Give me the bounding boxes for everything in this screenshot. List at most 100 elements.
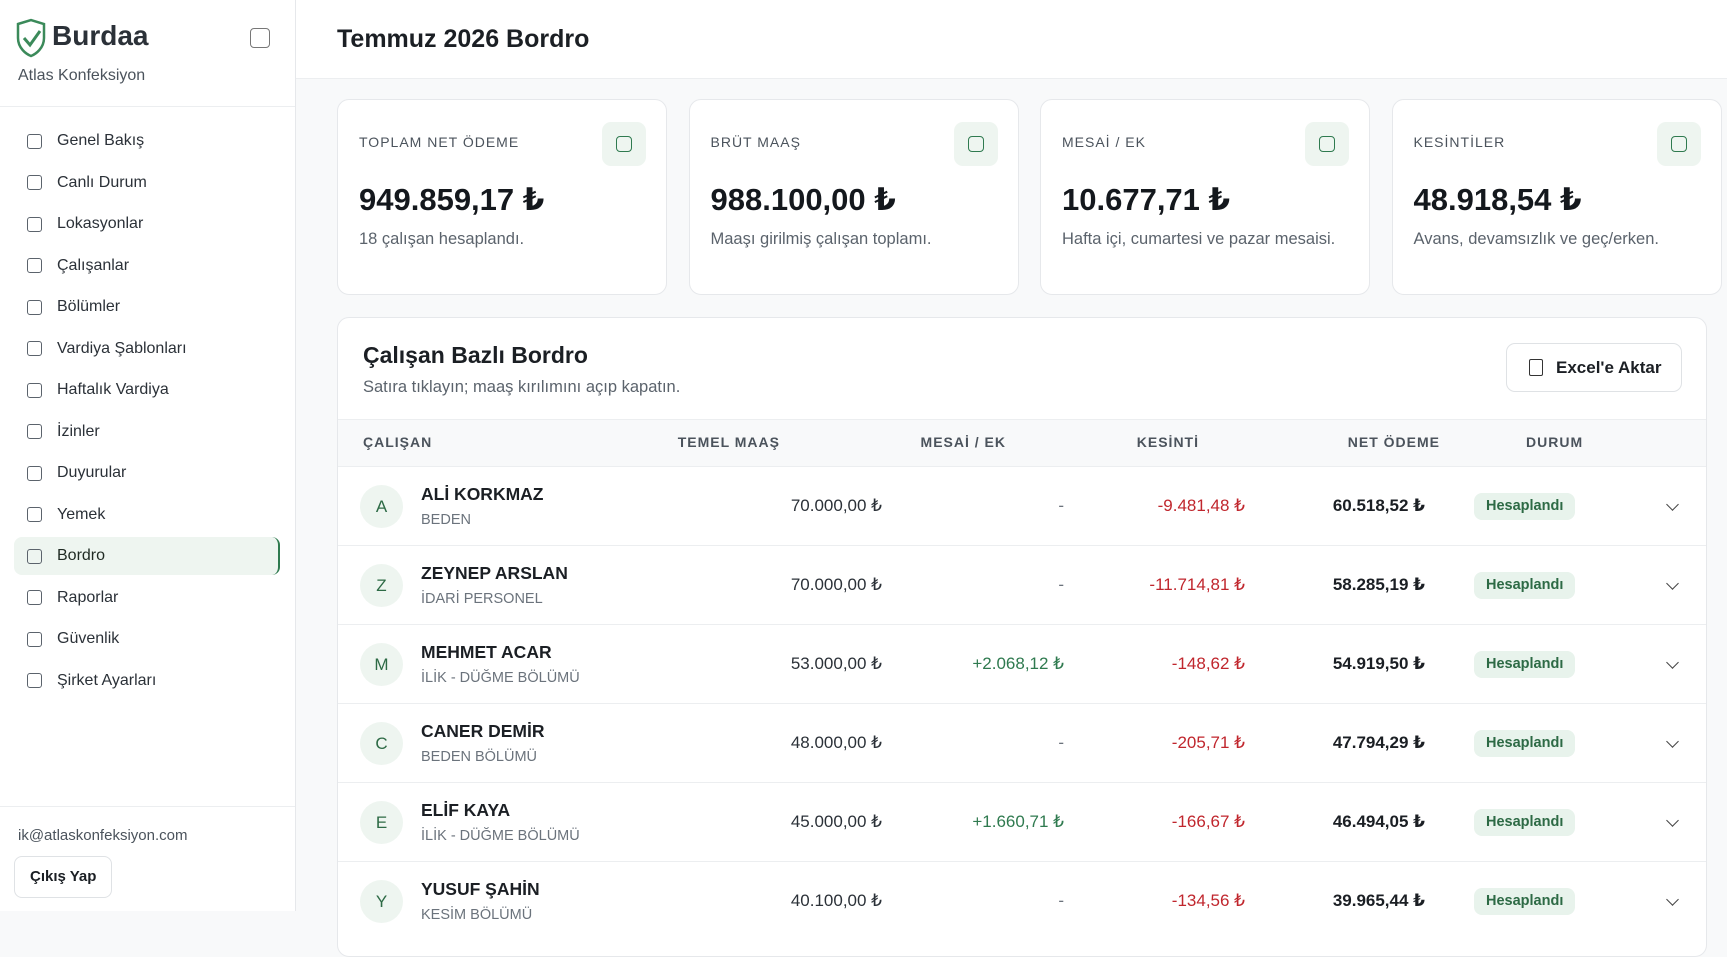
base-salary: 40.100,00 ₺ <box>790 891 882 910</box>
nav-icon <box>27 548 42 564</box>
nav-icon <box>27 590 42 605</box>
status-badge: Hesaplandı <box>1474 493 1576 520</box>
employee-name: ALİ KORKMAZ <box>421 484 544 504</box>
overtime: - <box>1058 891 1064 910</box>
employee-name: ZEYNEP ARSLAN <box>421 563 568 583</box>
main: Temmuz 2026 Bordro <box>296 0 1727 911</box>
card-label: KESİNTİLER <box>1413 134 1506 150</box>
avatar: A <box>360 485 403 528</box>
nav-label: Çalışanlar <box>57 256 130 274</box>
nav-icon <box>27 382 42 398</box>
status-badge: Hesaplandı <box>1474 809 1576 836</box>
nav-item[interactable]: Yemek <box>14 496 280 534</box>
table-row[interactable]: Y YUSUF ŞAHİN KESİM BÖLÜMÜ 40.100,00 ₺ - -134… <box>338 861 1706 941</box>
card-value: 988.100,00 ₺ <box>710 182 896 217</box>
nav-icon <box>27 258 42 273</box>
page-title: Temmuz 2026 Bordro <box>337 25 590 53</box>
employee-department: BEDEN BÖLÜMÜ <box>421 749 538 765</box>
card-icon <box>953 122 998 166</box>
nav-label: Canlı Durum <box>57 173 147 191</box>
avatar: C <box>360 722 403 765</box>
nav-item[interactable]: Güvenlik <box>14 620 280 658</box>
nav-label: Şirket Ayarları <box>57 671 157 689</box>
overtime: +1.660,71 ₺ <box>972 812 1064 831</box>
card-icon <box>602 122 646 166</box>
deduction: -166,67 ₺ <box>1171 812 1245 831</box>
nav-icon <box>27 299 42 315</box>
base-salary: 53.000,00 ₺ <box>790 654 882 673</box>
employee-name: ELİF KAYA <box>421 800 511 820</box>
table-row[interactable]: A ALİ KORKMAZ BEDEN 70.000,00 ₺ - -9.481,48 ₺… <box>338 466 1706 546</box>
nav-label: Genel Bakış <box>57 132 145 149</box>
nav-label: Haftalık Vardiya <box>57 381 169 398</box>
nav-icon <box>27 424 42 439</box>
payroll-panel: Çalışan Bazlı Bordro Satıra tıklayın; ma… <box>337 317 1707 957</box>
table-row[interactable]: Z ZEYNEP ARSLAN İDARİ PERSONEL 70.000,00 ₺ -… <box>338 545 1706 625</box>
nav-icon <box>27 465 42 481</box>
column-header: MESAİ / EK <box>920 434 1006 450</box>
net-pay: 60.518,52 ₺ <box>1332 496 1425 515</box>
nav-item[interactable]: Bölümler <box>14 288 280 326</box>
stat-card: BRÜT MAAŞ 988.100,00 ₺ Maaşı girilmiş çalı… <box>688 99 1019 295</box>
overtime: - <box>1058 575 1064 594</box>
card-value: 949.859,17 ₺ <box>359 182 545 217</box>
net-pay: 58.285,19 ₺ <box>1332 575 1425 594</box>
nav-label: Yemek <box>57 505 106 523</box>
nav-item[interactable]: Haftalık Vardiya <box>14 371 280 409</box>
nav-item[interactable]: Şirket Ayarları <box>14 662 280 700</box>
deduction: -134,56 ₺ <box>1171 891 1245 910</box>
column-header: TEMEL MAAŞ <box>677 434 780 450</box>
employee-name: MEHMET ACAR <box>421 642 552 662</box>
base-salary: 70.000,00 ₺ <box>790 575 882 594</box>
nav-item[interactable]: İzinler <box>14 413 280 451</box>
brand: Burdaa <box>52 20 149 51</box>
employee-name: CANER DEMİR <box>421 721 545 741</box>
logout-button[interactable]: Çıkış Yap <box>14 856 113 898</box>
table-row[interactable]: E ELİF KAYA İLİK - DÜĞME BÖLÜMÜ 45.000,00 ₺… <box>338 782 1706 862</box>
stat-card: MESAİ / EK 10.677,71 ₺ Hafta içi, cumartes… <box>1040 99 1370 295</box>
table-header <box>338 419 1706 467</box>
nav-item[interactable]: Genel Bakış <box>14 122 280 160</box>
table-row[interactable]: M MEHMET ACAR İLİK - DÜĞME BÖLÜMÜ 53.000,00… <box>338 624 1706 704</box>
column-header: KESİNTİ <box>1136 434 1199 450</box>
nav-label: Lokasyonlar <box>57 215 144 232</box>
deduction: -148,62 ₺ <box>1171 654 1245 673</box>
base-salary: 70.000,00 ₺ <box>790 496 882 515</box>
expand-chevron[interactable] <box>1666 735 1679 748</box>
nav-item[interactable]: Raporlar <box>14 579 280 617</box>
net-pay: 39.965,44 ₺ <box>1332 891 1425 910</box>
expand-chevron[interactable] <box>1666 577 1679 590</box>
nav-item[interactable]: Canlı Durum <box>14 164 280 202</box>
card-note: 18 çalışan hesaplandı. <box>359 230 525 248</box>
sidebar: Burdaa Atlas Konfeksiyon Genel Bakış Canl… <box>0 0 296 911</box>
expand-chevron[interactable] <box>1666 656 1679 669</box>
avatar: Z <box>360 564 403 607</box>
nav-label: İzinler <box>57 422 100 440</box>
nav-item[interactable]: Bordro <box>14 537 280 575</box>
avatar: Y <box>360 880 403 923</box>
stat-card: TOPLAM NET ÖDEME 949.859,17 ₺ 18 çalışan h… <box>337 99 667 295</box>
nav-label: Bordro <box>57 547 106 564</box>
column-header: DURUM <box>1526 434 1584 450</box>
deduction: -11.714,81 ₺ <box>1149 575 1245 594</box>
export-button[interactable]: Excel'e Aktar <box>1506 343 1682 392</box>
expand-chevron[interactable] <box>1666 498 1679 511</box>
expand-chevron[interactable] <box>1666 893 1679 906</box>
file-icon <box>1529 359 1543 376</box>
nav-item[interactable]: Lokasyonlar <box>14 205 280 243</box>
nav-item[interactable]: Çalışanlar <box>14 247 280 285</box>
employee-name: YUSUF ŞAHİN <box>421 879 540 899</box>
status-badge: Hesaplandı <box>1474 651 1576 678</box>
nav-icon <box>27 216 42 232</box>
nav-item[interactable]: Vardiya Şablonları <box>14 330 280 368</box>
avatar: E <box>360 801 403 844</box>
stat-card: KESİNTİLER 48.918,54 ₺ Avans, devamsızlık … <box>1391 99 1722 295</box>
nav-item[interactable]: Duyurular <box>14 454 280 492</box>
employee-department: İLİK - DÜĞME BÖLÜMÜ <box>421 828 580 844</box>
collapse-button[interactable] <box>250 28 270 48</box>
table-row[interactable]: C CANER DEMİR BEDEN BÖLÜMÜ 48.000,00 ₺ - -205… <box>338 703 1706 783</box>
expand-chevron[interactable] <box>1666 814 1679 827</box>
logo-icon <box>16 18 46 58</box>
export-label: Excel'e Aktar <box>1556 358 1662 377</box>
employee-department: İDARİ PERSONEL <box>421 591 543 607</box>
